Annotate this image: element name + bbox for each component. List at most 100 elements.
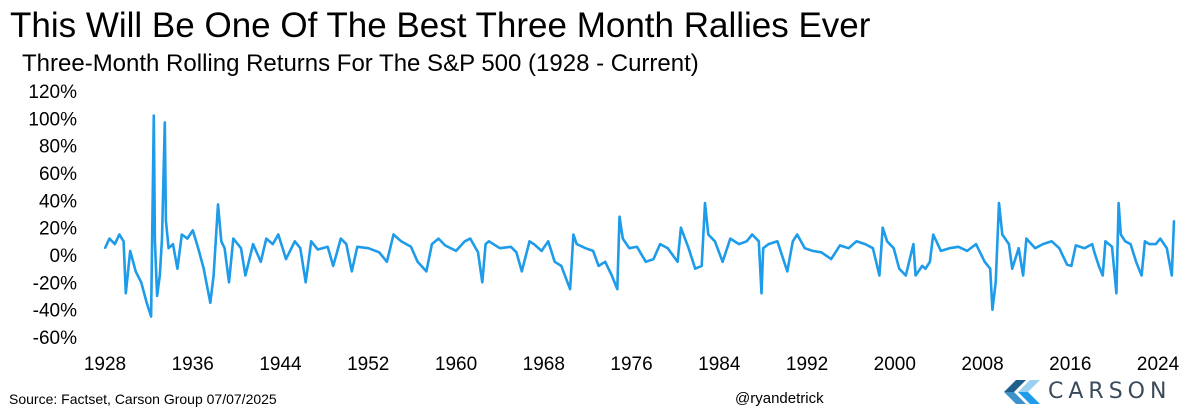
data-point <box>197 247 200 250</box>
carson-logo-mark-icon <box>1004 380 1040 404</box>
data-point <box>104 247 106 250</box>
data-point <box>1173 219 1175 222</box>
data-point <box>767 243 770 246</box>
data-point <box>924 267 927 270</box>
data-point <box>332 265 335 267</box>
data-point <box>1117 202 1120 205</box>
data-point <box>694 267 697 270</box>
data-point <box>738 243 740 246</box>
data-point <box>444 244 446 247</box>
y-tick-label: 40% <box>39 191 77 212</box>
data-point <box>1097 265 1100 267</box>
data-point <box>154 240 156 243</box>
data-point <box>209 301 212 304</box>
series-line <box>103 114 1176 318</box>
data-point <box>666 247 669 250</box>
data-point <box>721 260 724 263</box>
y-tick-label: -40% <box>33 301 77 322</box>
data-point <box>1008 243 1010 246</box>
data-point <box>191 229 194 232</box>
data-point <box>547 240 550 243</box>
data-point <box>167 247 170 250</box>
data-point <box>604 260 607 263</box>
data-point <box>975 243 977 246</box>
data-point <box>118 233 121 236</box>
data-point <box>652 258 655 260</box>
data-point <box>830 258 833 260</box>
data-point <box>499 247 501 250</box>
data-point <box>1070 265 1073 267</box>
data-point <box>803 247 806 250</box>
data-point <box>687 247 690 250</box>
data-point <box>616 288 619 291</box>
data-point <box>932 233 935 236</box>
data-point <box>488 240 490 243</box>
data-point <box>1165 247 1168 250</box>
x-tick-label: 1960 <box>435 354 477 375</box>
data-point <box>1144 240 1146 243</box>
data-point <box>751 233 754 236</box>
data-point <box>1159 237 1162 240</box>
data-point <box>378 251 381 254</box>
data-point <box>914 274 917 277</box>
data-point <box>122 240 125 243</box>
data-point <box>1058 247 1061 250</box>
data-point <box>745 240 748 243</box>
data-point <box>217 203 219 206</box>
data-point <box>223 247 226 250</box>
data-point <box>1104 240 1107 243</box>
data-point <box>680 226 682 229</box>
data-point <box>1091 243 1094 246</box>
data-point <box>265 237 268 240</box>
data-point <box>912 243 915 246</box>
x-tick-label: 1928 <box>84 354 126 375</box>
data-point <box>572 233 575 236</box>
data-point <box>1017 247 1020 250</box>
data-point <box>425 270 428 273</box>
data-point <box>644 260 647 263</box>
data-point <box>878 274 881 277</box>
data-point <box>172 243 174 246</box>
data-point <box>277 233 280 236</box>
data-point <box>618 215 621 218</box>
data-point <box>140 281 143 284</box>
data-point <box>592 250 594 252</box>
data-point <box>575 243 578 246</box>
data-point <box>1115 292 1118 295</box>
data-point <box>244 274 247 277</box>
data-point <box>304 281 307 284</box>
data-point <box>484 243 487 246</box>
data-point <box>163 121 166 124</box>
y-tick-label: -20% <box>33 273 77 294</box>
data-point <box>114 243 116 246</box>
data-point <box>1011 267 1014 270</box>
data-point <box>293 240 296 243</box>
data-point <box>165 219 167 222</box>
y-axis: -60% -40% -20% 0% 20% 40% 60% 80% 100% 120% <box>28 82 77 349</box>
data-point <box>145 301 148 304</box>
data-point <box>124 292 127 295</box>
data-point <box>991 308 994 311</box>
data-point <box>481 281 484 284</box>
data-point <box>356 245 359 248</box>
data-point <box>872 247 874 250</box>
data-point <box>176 267 179 270</box>
carson-logo-text: CARSON <box>1048 379 1172 404</box>
data-point <box>757 240 760 243</box>
data-point <box>271 243 274 246</box>
data-point <box>929 260 931 263</box>
data-point <box>510 245 512 248</box>
data-point <box>212 274 215 277</box>
y-tick-label: 60% <box>39 164 77 185</box>
data-point <box>729 237 732 240</box>
data-point <box>1101 274 1104 277</box>
data-point <box>1111 245 1113 248</box>
data-point <box>339 237 342 240</box>
data-point <box>791 240 794 243</box>
data-point <box>1066 263 1068 266</box>
source-note: Source: Factset, Carson Group 07/07/2025 <box>9 391 277 407</box>
data-point <box>134 270 137 273</box>
data-point <box>1155 243 1157 246</box>
y-tick-label: 80% <box>39 137 77 158</box>
data-point <box>463 240 466 243</box>
